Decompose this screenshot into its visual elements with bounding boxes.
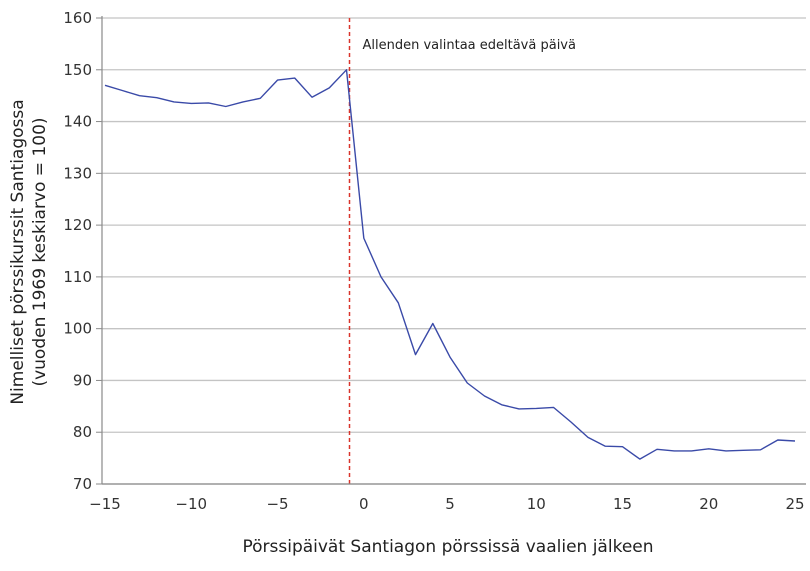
x-tick-label: −10 [175,495,207,513]
y-tick-label: 150 [63,61,92,79]
axes [101,16,806,485]
x-tick-label: 10 [527,495,546,513]
x-tick-label: 15 [613,495,632,513]
x-tick-label: 20 [699,495,718,513]
y-axis-title-line2: (vuoden 1969 keskiarvo = 100) [30,117,50,386]
y-tick-label: 130 [63,164,92,182]
y-tick-label: 90 [73,371,92,389]
x-axis-ticks: −15 −10 −5 0 5 10 15 20 25 [89,495,804,513]
y-axis-title-line1: Nimelliset pörssikurssit Santiagossa [8,99,28,404]
x-tick-label: 5 [445,495,455,513]
y-tick-label: 70 [73,475,92,493]
series-line [104,69,796,460]
annotation-label: Allenden valintaa edeltävä päivä [363,38,576,53]
y-tick-label: 160 [63,9,92,27]
x-tick-label: −5 [266,495,288,513]
x-tick-label: −15 [89,495,121,513]
y-tick-label: 140 [63,113,92,131]
x-axis-title: Pörssipäivät Santiagon pörssissä vaalien… [242,537,653,557]
y-tick-label: 110 [63,268,92,286]
y-axis-ticks: 70 80 90 100 110 120 130 140 150 160 [63,9,102,493]
x-tick-label: 25 [785,495,804,513]
y-tick-label: 120 [63,216,92,234]
y-tick-label: 80 [73,423,92,441]
y-axis-title: Nimelliset pörssikurssit Santiagossa (vu… [8,99,50,404]
y-tick-label: 100 [63,320,92,338]
x-tick-label: 0 [359,495,369,513]
gridlines [102,17,806,485]
